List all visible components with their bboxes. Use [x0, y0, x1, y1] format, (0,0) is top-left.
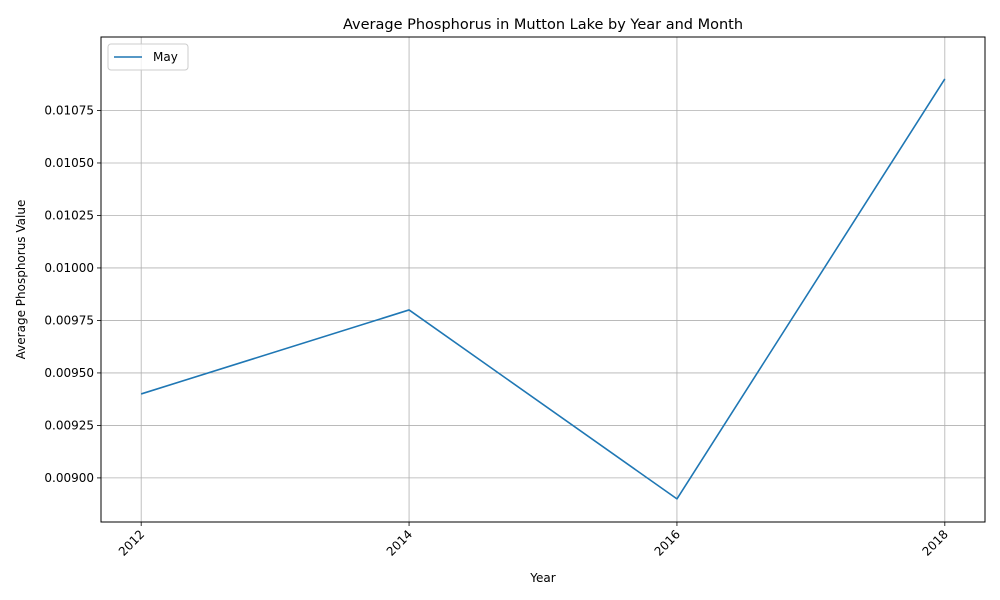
grid	[101, 37, 985, 522]
y-axis-ticks: 0.00900 0.00925 0.00950 0.00975 0.01000 0.010…	[44, 103, 101, 485]
axes-background	[101, 37, 985, 522]
y-tick-label: 0.01025	[44, 208, 94, 222]
legend-label-may: May	[153, 50, 178, 64]
legend-box	[107, 43, 189, 71]
chart-title: Average Phosphorus in Mutton Lake by Yea…	[343, 17, 743, 33]
series-line-may	[140, 78, 946, 500]
legend: May	[107, 43, 189, 71]
x-axis-label: Year	[529, 571, 555, 585]
y-tick-label: 0.00950	[44, 366, 94, 380]
y-tick-label: 0.01000	[44, 261, 94, 275]
axes-frame	[100, 36, 986, 523]
y-tick-label: 0.00900	[44, 471, 94, 485]
y-tick-label: 0.00925	[44, 418, 94, 432]
y-tick-label: 0.00975	[44, 313, 94, 327]
y-tick-label: 0.01050	[44, 156, 94, 170]
plot-area	[100, 36, 986, 523]
series-lines	[140, 78, 946, 500]
y-axis-label: Average Phosphorus Value	[14, 200, 28, 360]
y-tick-label: 0.01075	[44, 103, 94, 117]
